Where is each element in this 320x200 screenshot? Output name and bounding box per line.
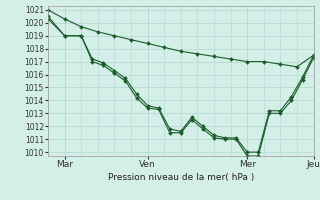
X-axis label: Pression niveau de la mer( hPa ): Pression niveau de la mer( hPa ) — [108, 173, 254, 182]
